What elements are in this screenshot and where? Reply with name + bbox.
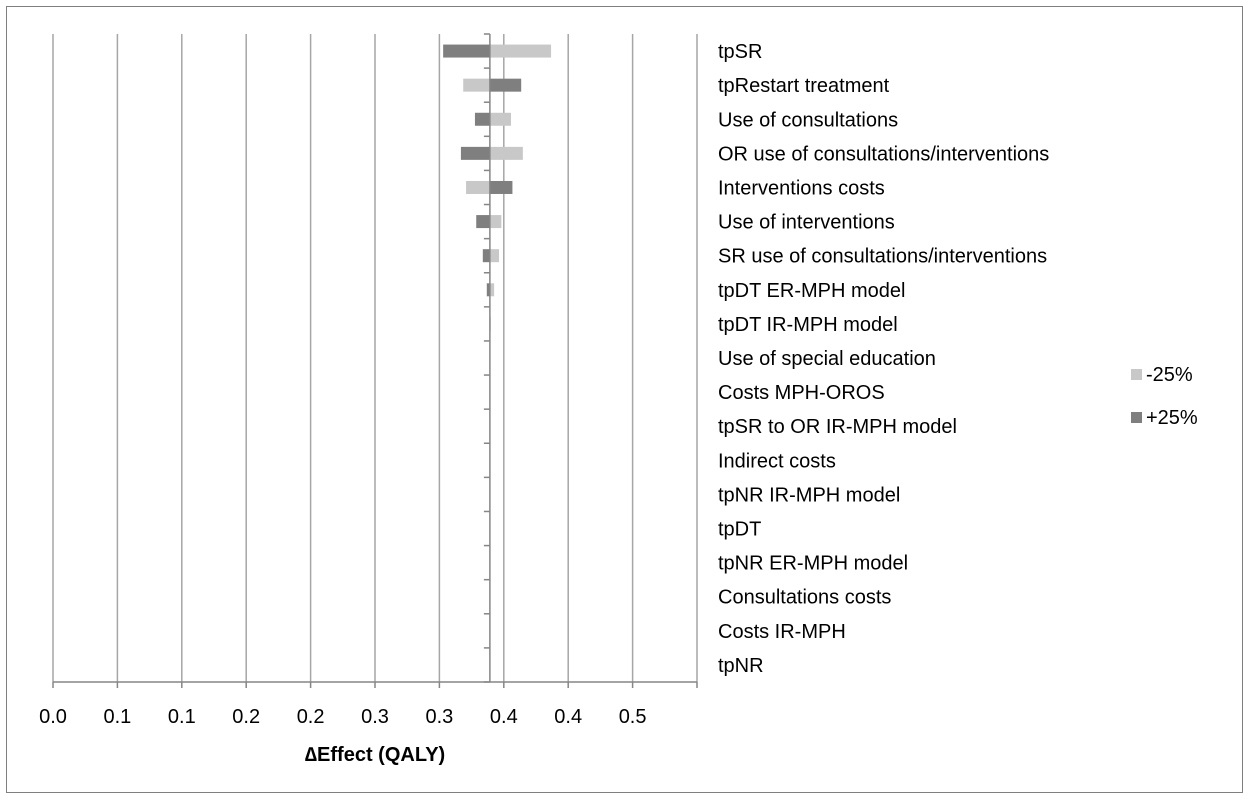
bar-plus25-1 <box>489 78 522 92</box>
bar-plus25-6 <box>482 249 490 263</box>
category-label-1: tpRestart treatment <box>718 75 890 97</box>
legend-label-0: -25% <box>1146 364 1193 386</box>
category-label-14: tpDT <box>718 519 761 541</box>
bar-plus25-0 <box>443 44 490 58</box>
category-label-9: Use of special education <box>718 348 936 370</box>
x-tick-label-0: 0.0 <box>39 706 67 728</box>
bar-plus25-7 <box>486 283 490 297</box>
bar-minus25-6 <box>489 249 500 263</box>
x-tick-label-7: 0.4 <box>490 706 518 728</box>
category-label-11: tpSR to OR IR-MPH model <box>718 416 957 438</box>
bar-minus25-2 <box>489 112 512 126</box>
bar-minus25-5 <box>489 215 502 229</box>
legend-swatch-0 <box>1131 369 1142 380</box>
x-tick-label-1: 0.1 <box>103 706 131 728</box>
legend-label-1: +25% <box>1146 407 1198 429</box>
bar-minus25-4 <box>466 180 490 194</box>
category-label-16: Consultations costs <box>718 587 891 609</box>
x-tick-label-6: 0.3 <box>425 706 453 728</box>
category-label-3: OR use of consultations/interventions <box>718 143 1049 165</box>
category-label-0: tpSR <box>718 41 762 63</box>
category-label-7: tpDT ER-MPH model <box>718 280 905 302</box>
category-label-10: Costs MPH-OROS <box>718 382 885 404</box>
category-label-15: tpNR ER-MPH model <box>718 553 908 575</box>
bar-plus25-4 <box>489 180 513 194</box>
category-label-18: tpNR <box>718 655 764 677</box>
category-label-6: SR use of consultations/interventions <box>718 246 1047 268</box>
category-label-8: tpDT IR-MPH model <box>718 314 898 336</box>
legend-swatch-1 <box>1131 412 1142 423</box>
category-label-5: Use of interventions <box>718 212 895 234</box>
x-tick-label-3: 0.2 <box>232 706 260 728</box>
bar-plus25-2 <box>474 112 490 126</box>
category-label-17: Costs IR-MPH <box>718 621 846 643</box>
x-tick-label-5: 0.3 <box>361 706 389 728</box>
chart-frame <box>6 6 1243 793</box>
x-tick-label-8: 0.4 <box>554 706 582 728</box>
bar-minus25-7 <box>489 283 495 297</box>
bar-minus25-0 <box>489 44 552 58</box>
x-axis-title: ∆Effect (QALY) <box>305 744 445 766</box>
category-label-4: Interventions costs <box>718 177 885 199</box>
bar-plus25-3 <box>460 146 490 160</box>
bar-minus25-1 <box>463 78 490 92</box>
category-label-2: Use of consultations <box>718 109 898 131</box>
category-label-13: tpNR IR-MPH model <box>718 484 900 506</box>
bar-minus25-3 <box>489 146 523 160</box>
x-tick-label-9: 0.5 <box>619 706 647 728</box>
bar-plus25-5 <box>476 215 490 229</box>
category-label-12: Indirect costs <box>718 450 836 472</box>
x-tick-label-4: 0.2 <box>297 706 325 728</box>
x-tick-label-2: 0.1 <box>168 706 196 728</box>
